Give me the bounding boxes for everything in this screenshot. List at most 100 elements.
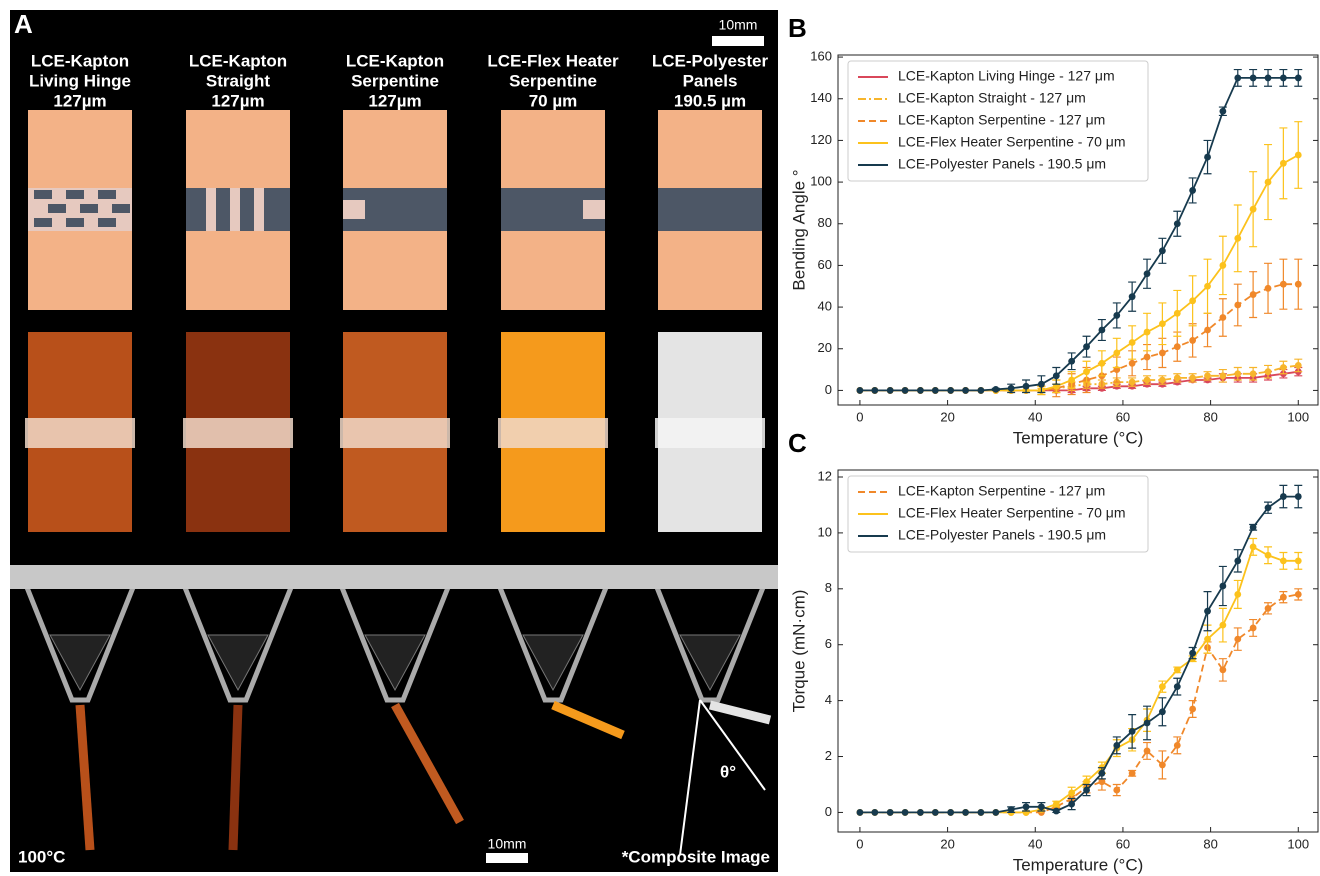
data-point (1174, 666, 1181, 673)
legend-label: LCE-Flex Heater Serpentine - 70 μm (898, 134, 1126, 150)
y-tick-label: 20 (818, 340, 832, 355)
column-label: LCE-Kapton (31, 51, 129, 70)
data-point (1219, 108, 1226, 115)
schematic-slot (254, 188, 264, 231)
y-tick-label: 40 (818, 299, 832, 314)
column-label: 127µm (53, 91, 106, 110)
data-point (1234, 591, 1241, 598)
data-point (1204, 283, 1211, 290)
data-point (1008, 806, 1015, 813)
photo-band (25, 418, 135, 448)
data-point (1023, 803, 1030, 810)
data-point (1280, 364, 1287, 371)
panel-letter: B (788, 13, 807, 43)
data-point (1068, 377, 1075, 384)
data-point (1219, 583, 1226, 590)
column-label: Living Hinge (29, 71, 131, 90)
x-tick-label: 20 (940, 409, 954, 424)
data-point (1265, 285, 1272, 292)
data-point (1098, 327, 1105, 334)
angle-label: θ° (720, 762, 736, 781)
data-point (1280, 557, 1287, 564)
schematic-cell (112, 204, 130, 213)
data-point (1295, 557, 1302, 564)
schematic-band (658, 188, 762, 231)
data-point (1189, 375, 1196, 382)
schematic-cell (66, 190, 84, 199)
temperature-label: 100°C (18, 847, 65, 866)
schematic-cell (48, 204, 66, 213)
data-point (1234, 370, 1241, 377)
x-tick-label: 80 (1203, 409, 1217, 424)
data-point (1280, 493, 1287, 500)
data-point (1159, 350, 1166, 357)
y-tick-label: 12 (818, 468, 832, 483)
data-point (1250, 625, 1257, 632)
data-point (1144, 329, 1151, 336)
data-point (1189, 650, 1196, 657)
data-point (1295, 281, 1302, 288)
data-point (1053, 372, 1060, 379)
data-point (1159, 247, 1166, 254)
hanging-strip (233, 705, 238, 850)
data-point (1280, 594, 1287, 601)
data-point (871, 809, 878, 816)
column-label: Panels (683, 71, 738, 90)
data-point (1083, 343, 1090, 350)
legend-label: LCE-Kapton Living Hinge - 127 μm (898, 68, 1115, 84)
column-label: Serpentine (509, 71, 597, 90)
y-tick-label: 2 (825, 748, 832, 763)
y-tick-label: 160 (810, 49, 832, 64)
data-point (857, 809, 864, 816)
data-point (917, 809, 924, 816)
y-tick-label: 0 (825, 382, 832, 397)
panel-letter: A (14, 9, 33, 39)
data-point (1280, 75, 1287, 82)
data-point (1113, 312, 1120, 319)
schematic-trace (501, 200, 583, 219)
data-point (1219, 314, 1226, 321)
legend-label: LCE-Kapton Serpentine - 127 μm (898, 112, 1105, 128)
x-tick-label: 40 (1028, 409, 1042, 424)
legend-label: LCE-Kapton Straight - 127 μm (898, 90, 1086, 106)
schematic-cell (34, 218, 52, 227)
data-point (1083, 787, 1090, 794)
photo-band (655, 418, 765, 448)
data-point (1204, 372, 1211, 379)
data-point (1129, 360, 1136, 367)
data-point (1234, 235, 1241, 242)
data-point (978, 387, 985, 394)
column-label: 190.5 µm (674, 91, 746, 110)
data-point (1159, 762, 1166, 769)
data-point (962, 809, 969, 816)
data-point (1113, 787, 1120, 794)
legend-label: LCE-Kapton Serpentine - 127 μm (898, 483, 1105, 499)
data-point (1250, 75, 1257, 82)
data-point (902, 809, 909, 816)
column-label: 70 µm (529, 91, 578, 110)
data-point (887, 387, 894, 394)
data-point (1189, 706, 1196, 713)
data-point (962, 387, 969, 394)
column-label: LCE-Kapton (346, 51, 444, 70)
schematic-cell (34, 190, 52, 199)
data-point (1129, 339, 1136, 346)
data-point (1250, 370, 1257, 377)
schematic-trace (365, 200, 447, 219)
data-point (1174, 742, 1181, 749)
rod (10, 565, 778, 589)
x-axis-label: Temperature (°C) (1013, 428, 1144, 447)
schematic-trace (343, 188, 447, 200)
y-tick-label: 6 (825, 636, 832, 651)
data-point (1189, 187, 1196, 194)
data-point (1219, 622, 1226, 629)
x-tick-label: 100 (1287, 836, 1309, 851)
data-point (1295, 152, 1302, 159)
data-point (1068, 801, 1075, 808)
x-tick-label: 0 (856, 409, 863, 424)
data-point (1098, 770, 1105, 777)
data-point (932, 809, 939, 816)
data-point (1144, 354, 1151, 361)
scale-label: 10mm (488, 836, 527, 852)
legend-label: LCE-Polyester Panels - 190.5 μm (898, 156, 1106, 172)
